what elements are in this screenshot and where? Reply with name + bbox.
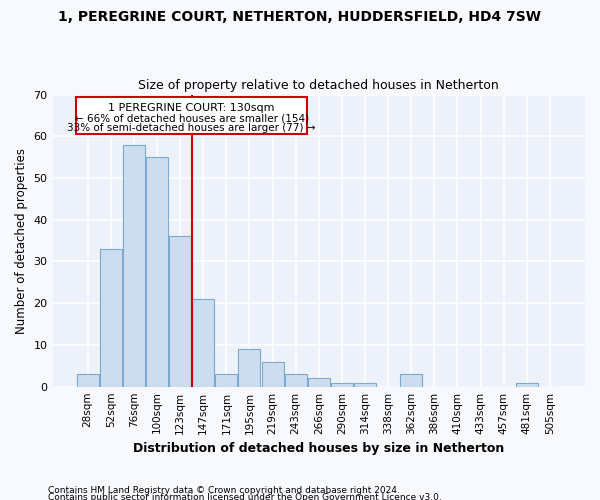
Bar <box>76 96 307 134</box>
Bar <box>192 299 214 386</box>
Text: 33% of semi-detached houses are larger (77) →: 33% of semi-detached houses are larger (… <box>67 123 316 133</box>
Bar <box>123 144 145 386</box>
Text: Contains HM Land Registry data © Crown copyright and database right 2024.: Contains HM Land Registry data © Crown c… <box>48 486 400 495</box>
Title: Size of property relative to detached houses in Netherton: Size of property relative to detached ho… <box>139 79 499 92</box>
Bar <box>354 382 376 386</box>
X-axis label: Distribution of detached houses by size in Netherton: Distribution of detached houses by size … <box>133 442 505 455</box>
Bar <box>400 374 422 386</box>
Bar <box>238 349 260 387</box>
Bar <box>77 374 98 386</box>
Bar <box>262 362 284 386</box>
Text: ← 66% of detached houses are smaller (154): ← 66% of detached houses are smaller (15… <box>74 114 309 124</box>
Bar <box>100 249 122 386</box>
Bar <box>169 236 191 386</box>
Bar <box>516 382 538 386</box>
Bar <box>215 374 238 386</box>
Text: Contains public sector information licensed under the Open Government Licence v3: Contains public sector information licen… <box>48 494 442 500</box>
Bar <box>146 157 168 386</box>
Y-axis label: Number of detached properties: Number of detached properties <box>15 148 28 334</box>
Bar <box>331 382 353 386</box>
Text: 1, PEREGRINE COURT, NETHERTON, HUDDERSFIELD, HD4 7SW: 1, PEREGRINE COURT, NETHERTON, HUDDERSFI… <box>59 10 542 24</box>
Bar <box>308 378 330 386</box>
Bar <box>284 374 307 386</box>
Text: 1 PEREGRINE COURT: 130sqm: 1 PEREGRINE COURT: 130sqm <box>109 103 275 113</box>
